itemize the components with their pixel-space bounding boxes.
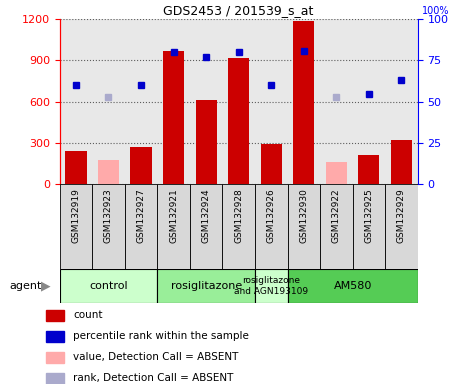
- Text: rosiglitazone
and AGN193109: rosiglitazone and AGN193109: [234, 276, 308, 296]
- Bar: [163, 51, 184, 184]
- Text: GSM132919: GSM132919: [72, 189, 80, 243]
- Text: control: control: [89, 281, 128, 291]
- Bar: [157, 184, 190, 269]
- Text: agent: agent: [9, 281, 42, 291]
- Bar: [391, 140, 412, 184]
- Bar: [60, 269, 157, 303]
- Text: GSM132927: GSM132927: [136, 189, 146, 243]
- Title: GDS2453 / 201539_s_at: GDS2453 / 201539_s_at: [163, 3, 314, 17]
- Text: AM580: AM580: [333, 281, 372, 291]
- Text: count: count: [73, 310, 103, 321]
- Text: GSM132930: GSM132930: [299, 189, 308, 243]
- Bar: [385, 184, 418, 269]
- Bar: [60, 184, 92, 269]
- Text: GSM132929: GSM132929: [397, 189, 406, 243]
- Text: 100%: 100%: [422, 7, 449, 17]
- Bar: [65, 151, 87, 184]
- Bar: [46, 310, 64, 321]
- Text: GSM132924: GSM132924: [202, 189, 211, 243]
- Text: rank, Detection Call = ABSENT: rank, Detection Call = ABSENT: [73, 373, 234, 383]
- Bar: [130, 147, 151, 184]
- Text: GSM132921: GSM132921: [169, 189, 178, 243]
- Bar: [287, 269, 418, 303]
- Text: GSM132926: GSM132926: [267, 189, 276, 243]
- Bar: [98, 160, 119, 184]
- Text: value, Detection Call = ABSENT: value, Detection Call = ABSENT: [73, 353, 239, 362]
- Bar: [125, 184, 157, 269]
- Text: ▶: ▶: [41, 280, 51, 293]
- Bar: [320, 184, 353, 269]
- Bar: [358, 155, 380, 184]
- Text: rosiglitazone: rosiglitazone: [170, 281, 242, 291]
- Bar: [157, 269, 255, 303]
- Bar: [261, 144, 282, 184]
- Text: GSM132923: GSM132923: [104, 189, 113, 243]
- Text: GSM132928: GSM132928: [234, 189, 243, 243]
- Bar: [190, 184, 223, 269]
- Bar: [287, 184, 320, 269]
- Bar: [46, 352, 64, 363]
- Bar: [196, 100, 217, 184]
- Text: GSM132922: GSM132922: [332, 189, 341, 243]
- Bar: [326, 162, 347, 184]
- Bar: [223, 184, 255, 269]
- Bar: [255, 184, 287, 269]
- Bar: [228, 58, 249, 184]
- Bar: [46, 331, 64, 342]
- Bar: [46, 373, 64, 384]
- Text: GSM132925: GSM132925: [364, 189, 373, 243]
- Bar: [255, 269, 287, 303]
- Bar: [353, 184, 385, 269]
- Bar: [293, 21, 314, 184]
- Bar: [92, 184, 125, 269]
- Text: percentile rank within the sample: percentile rank within the sample: [73, 331, 249, 341]
